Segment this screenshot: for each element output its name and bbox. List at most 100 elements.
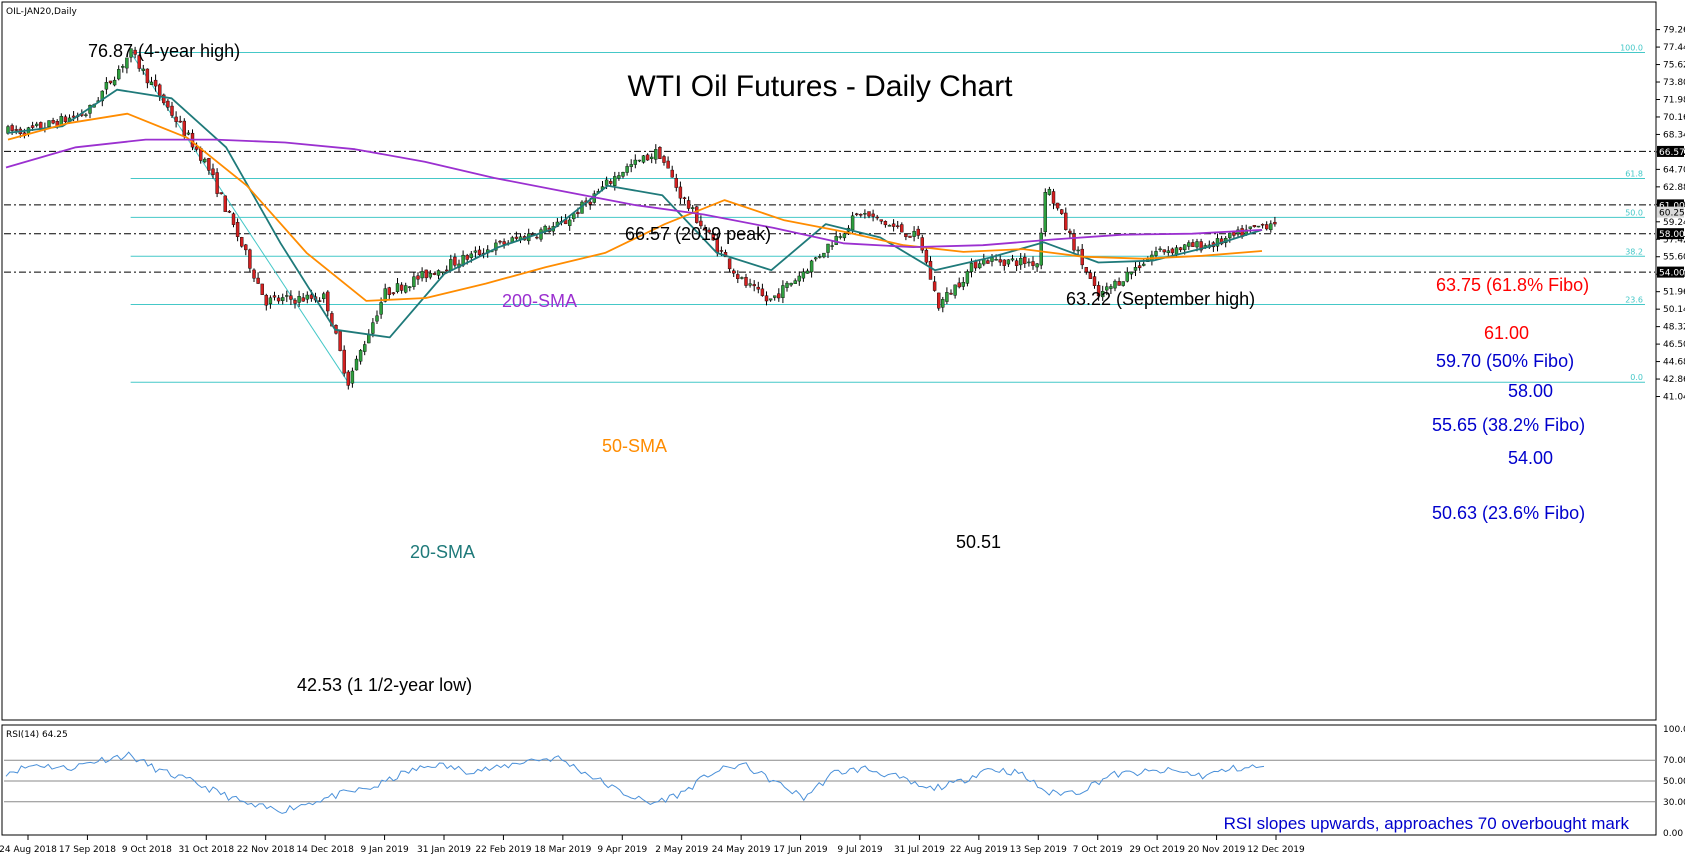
- candle-up: [379, 302, 383, 315]
- candle-down: [1273, 221, 1277, 225]
- candle-down: [10, 125, 14, 131]
- candle-up: [420, 271, 424, 279]
- price-axis-label: 48.32: [1663, 323, 1685, 333]
- time-axis-label: 29 Oct 2019: [1129, 845, 1185, 855]
- candle-up: [469, 253, 473, 258]
- candle-up: [104, 81, 109, 90]
- label-fib-382: 55.65 (38.2% Fibo): [1432, 415, 1585, 435]
- time-axis-label: 20 Nov 2019: [1188, 845, 1246, 855]
- candle-down: [928, 260, 933, 280]
- fib-level-pct: 38.2: [1625, 247, 1643, 256]
- candle-up: [494, 242, 498, 251]
- candle-up: [863, 213, 867, 215]
- candle-down: [1014, 260, 1019, 266]
- candle-down: [879, 219, 883, 222]
- candle-down: [695, 206, 699, 223]
- time-axis-label: 31 Jul 2019: [894, 845, 945, 855]
- candle-up: [785, 282, 789, 288]
- price-tag-label: 66.57: [1659, 148, 1685, 158]
- time-axis-label: 9 Jul 2019: [837, 845, 882, 855]
- candle-down: [244, 244, 248, 251]
- candle-down: [703, 227, 707, 231]
- candle-down: [264, 294, 268, 306]
- label-fib-50: 59.70 (50% Fibo): [1436, 351, 1574, 371]
- candle-up: [650, 156, 654, 159]
- candle-up: [141, 68, 146, 71]
- candle-down: [157, 84, 162, 97]
- candle-up: [830, 245, 834, 247]
- candle-up: [1006, 259, 1011, 265]
- candle-down: [1191, 242, 1195, 247]
- candle-down: [1264, 224, 1269, 230]
- price-axis-label: 55.60: [1663, 253, 1685, 263]
- candle-down: [178, 120, 182, 123]
- main-panel-frame: [1, 1, 1657, 721]
- time-axis-label: 22 Aug 2019: [950, 845, 1008, 855]
- candle-down: [645, 154, 650, 161]
- time-axis-label: 31 Oct 2018: [178, 845, 234, 855]
- candle-down: [1064, 212, 1068, 230]
- candle-up: [449, 259, 453, 271]
- rsi-label: RSI(14) 64.25: [6, 730, 68, 740]
- fib-level-pct: 0.0: [1630, 373, 1643, 382]
- candle-up: [383, 288, 387, 302]
- candle-up: [1109, 286, 1113, 289]
- price-axis-label: 57.42: [1663, 235, 1685, 245]
- price-axis-label: 42.86: [1663, 375, 1685, 385]
- price-tag-box: [1657, 228, 1684, 240]
- candle-up: [1035, 263, 1039, 268]
- candle-up: [367, 334, 371, 344]
- candle-up: [203, 158, 207, 163]
- time-axis-label: 14 Dec 2018: [296, 845, 354, 855]
- candle-down: [588, 201, 592, 205]
- candle-down: [445, 269, 449, 272]
- candle-down: [727, 258, 732, 270]
- annotation-4year-high: 76.87 (4-year high): [88, 41, 240, 61]
- price-axis-label: 50.14: [1663, 305, 1685, 315]
- annotation-low: 42.53 (1 1/2-year low): [297, 675, 472, 695]
- candle-down: [924, 249, 929, 263]
- candle-down: [309, 294, 314, 299]
- candle-down: [732, 270, 736, 274]
- candle-down: [871, 213, 875, 217]
- candle-down: [416, 275, 420, 280]
- candle-up: [363, 344, 367, 352]
- candle-up: [773, 295, 777, 298]
- candle-down: [514, 236, 519, 239]
- candle-down: [293, 299, 297, 304]
- price-axis: 79.2677.4475.6273.8071.9870.1668.3466.52…: [1655, 4, 1685, 718]
- candle-down: [1092, 276, 1097, 286]
- candle-down: [859, 214, 863, 216]
- rsi-axis-label: 30.00: [1663, 798, 1685, 808]
- price-tag-label: 54.00: [1659, 269, 1685, 279]
- candle-up: [1195, 241, 1199, 248]
- candle-down: [662, 156, 666, 163]
- fib-level-pct: 23.6: [1625, 295, 1643, 304]
- candle-down: [777, 293, 781, 299]
- candle-down: [957, 282, 961, 288]
- candle-up: [613, 176, 617, 186]
- candle-up: [637, 159, 642, 162]
- candle-up: [1043, 192, 1048, 233]
- candle-down: [145, 68, 150, 84]
- candle-down: [30, 125, 35, 128]
- candle-up: [793, 280, 797, 284]
- candle-up: [809, 260, 814, 273]
- candle-down: [14, 129, 18, 131]
- candle-up: [1141, 263, 1146, 266]
- candle-down: [1059, 209, 1064, 214]
- time-axis-label: 18 Mar 2019: [534, 845, 591, 855]
- candle-up: [1215, 238, 1220, 247]
- candle-down: [453, 256, 457, 266]
- candle-up: [604, 179, 609, 186]
- price-axis-label: 59.24: [1663, 218, 1685, 228]
- candle-up: [801, 271, 806, 279]
- time-axis-label: 22 Feb 2019: [475, 845, 531, 855]
- price-tag-label: 58.00: [1659, 230, 1685, 240]
- candle-up: [781, 285, 785, 298]
- candle-down: [477, 249, 482, 256]
- candle-down: [108, 80, 113, 84]
- candle-down: [272, 295, 277, 298]
- price-tag-label: 61.00: [1659, 201, 1685, 211]
- label-50-sma: 50-SMA: [602, 436, 667, 456]
